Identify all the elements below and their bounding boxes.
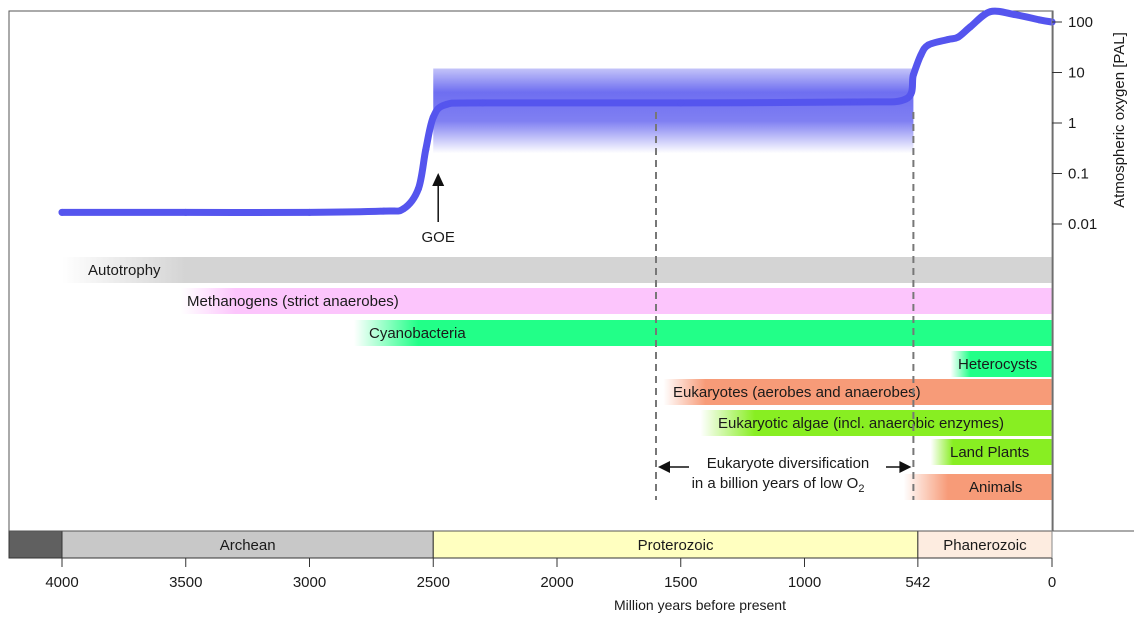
oxygen-curve-point bbox=[966, 23, 974, 31]
oxygen-curve-point bbox=[479, 99, 487, 107]
oxygen-curve-point bbox=[58, 208, 66, 216]
lineage-label: Methanogens (strict anaerobes) bbox=[187, 293, 399, 310]
oxygen-curve-point bbox=[422, 145, 430, 153]
oxygen-curve-point bbox=[924, 41, 932, 49]
axis-layer: 4000 3500 3000 2500 2000 1500 1000 542 0 Million … bbox=[45, 11, 1128, 613]
x-tick-label: 542 bbox=[905, 574, 930, 591]
oxygen-curve-layer bbox=[58, 7, 1056, 216]
diversification-arrowhead-left bbox=[658, 461, 670, 473]
lineage-label: Heterocysts bbox=[958, 356, 1037, 373]
lineage-label: Eukaryotes (aerobes and anaerobes) bbox=[673, 384, 921, 401]
oxygen-curve-point bbox=[902, 95, 910, 103]
lineage-bars-layer: Autotrophy Methanogens (strict anaerobes)… bbox=[62, 257, 1053, 500]
eon-segment bbox=[61, 530, 434, 559]
x-tick-label: 3000 bbox=[293, 574, 326, 591]
diversification-label-line2: in a billion years of low O2 bbox=[692, 475, 865, 495]
oxygen-curve-point bbox=[442, 101, 450, 109]
annotation-layer: Eukaryote diversification in a billion ye… bbox=[422, 173, 912, 495]
x-tick-label: 2500 bbox=[417, 574, 450, 591]
eon-label: Archean bbox=[220, 537, 276, 554]
oxygen-curve-point bbox=[1011, 11, 1019, 19]
lineage-bar bbox=[903, 474, 1052, 500]
lineage-bar bbox=[180, 288, 1053, 314]
oxygen-curve-point bbox=[677, 99, 685, 107]
lineage-bar bbox=[354, 320, 1052, 346]
lineage-bar bbox=[62, 257, 1052, 283]
oxygen-curve-point bbox=[380, 207, 388, 215]
y-tick-label: 0.1 bbox=[1068, 166, 1089, 183]
diversification-label-line1: Eukaryote diversification bbox=[707, 455, 870, 472]
x-tick-label: 4000 bbox=[45, 574, 78, 591]
lineage-bar bbox=[930, 439, 1052, 465]
y-axis-label: Atmospheric oxygen [PAL] bbox=[1111, 32, 1128, 208]
lineage-label: Animals bbox=[969, 479, 1022, 496]
lineage-label: Eukaryotic algae (incl. anaerobic enzyme… bbox=[718, 415, 1004, 432]
guide-lines-layer bbox=[655, 112, 915, 500]
eon-segment bbox=[432, 530, 919, 559]
oxygen-curve-point bbox=[944, 36, 952, 44]
y-tick-label: 1 bbox=[1068, 115, 1076, 132]
oxygen-curve-point bbox=[986, 8, 994, 16]
lineage-bar bbox=[700, 410, 1052, 436]
oxygen-curve-point bbox=[917, 51, 925, 59]
lineage-label: Autotrophy bbox=[88, 262, 161, 279]
eon-segment bbox=[917, 530, 1053, 559]
x-tick-label: 2000 bbox=[540, 574, 573, 591]
eon-bar-layer: Archean Proterozoic Phanerozoic bbox=[8, 530, 1134, 559]
oxygen-curve-point bbox=[954, 33, 962, 41]
uncertainty-band bbox=[433, 68, 914, 154]
oxygen-curve-point bbox=[850, 98, 858, 106]
uncertainty-band-layer bbox=[433, 68, 914, 154]
lineage-label: Cyanobacteria bbox=[369, 325, 466, 342]
oxygen-curve-point bbox=[400, 205, 408, 213]
goe-arrowhead bbox=[432, 173, 445, 186]
x-tick-label: 3500 bbox=[169, 574, 202, 591]
y-tick-label: 0.01 bbox=[1068, 216, 1097, 233]
lineage-bar bbox=[950, 351, 1052, 377]
eon-label: Proterozoic bbox=[638, 537, 714, 554]
lineage-bar bbox=[663, 379, 1052, 405]
oxygen-curve-point bbox=[182, 208, 190, 216]
diversification-arrowhead-right bbox=[899, 461, 912, 473]
lineage-label: Land Plants bbox=[950, 444, 1029, 461]
oxygen-curve-point bbox=[429, 113, 437, 121]
eon-segment bbox=[8, 530, 63, 559]
x-tick-label: 1000 bbox=[788, 574, 821, 591]
eon-label: Phanerozoic bbox=[943, 537, 1027, 554]
y-tick-label: 10 bbox=[1068, 65, 1085, 82]
oxygen-curve-point bbox=[414, 185, 422, 193]
oxygen-curve-point bbox=[306, 208, 313, 216]
oxygen-curve-point bbox=[909, 71, 917, 79]
goe-label: GOE bbox=[422, 229, 455, 246]
x-tick-label: 1500 bbox=[664, 574, 697, 591]
y-tick-label: 100 bbox=[1068, 14, 1093, 31]
x-tick-label: 0 bbox=[1048, 574, 1056, 591]
oxygen-curve-point bbox=[1036, 16, 1044, 24]
x-axis-label: Million years before present bbox=[614, 597, 786, 613]
